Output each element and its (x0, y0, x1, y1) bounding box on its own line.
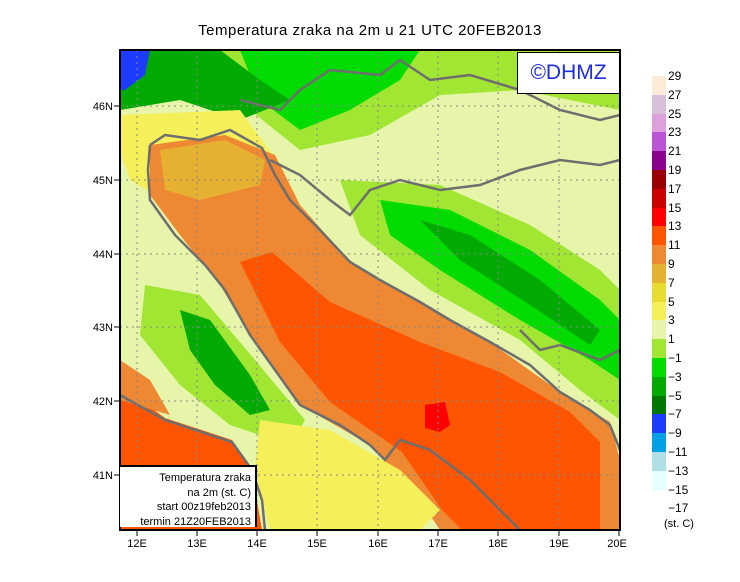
italy-apennine-darker (180, 310, 270, 415)
coastlines (120, 58, 620, 530)
legend-label: −5 (668, 388, 682, 403)
info-line: Temperatura zraka (159, 472, 251, 484)
legend-label: 19 (668, 163, 682, 177)
legend-swatch (652, 470, 666, 491)
lon-tick: 14E (247, 538, 267, 550)
legend-label: 5 (668, 294, 675, 309)
legend-swatch (652, 226, 666, 246)
legend-label: −1 (668, 351, 682, 365)
legend-swatch (652, 282, 666, 303)
legend-swatch (652, 301, 666, 321)
sea-north-yellow (160, 140, 265, 200)
legend-label: −7 (668, 407, 682, 422)
legend-swatch (652, 94, 666, 115)
legend-swatch (652, 339, 666, 359)
legend-swatch (652, 151, 666, 171)
lon-tick: 17E (428, 538, 448, 550)
alps-blue-zone (120, 50, 150, 90)
sea-inner (240, 252, 600, 530)
lon-tick: 15E (307, 538, 327, 550)
legend-swatch (652, 207, 666, 227)
legend-label: −9 (668, 426, 682, 441)
legend-label: 7 (668, 275, 675, 290)
lon-tick: 18E (488, 538, 508, 550)
info-box: Temperatura zraka na 2m (st. C) start 00… (120, 465, 257, 528)
legend-label: 3 (668, 313, 675, 328)
lon-tick: 12E (127, 538, 147, 550)
lon-tick: 13E (187, 538, 207, 550)
legend-label: 25 (668, 106, 682, 121)
lon-tick: 20E (607, 538, 627, 550)
legend-label: 15 (668, 200, 682, 215)
legend-swatch (652, 170, 666, 190)
legend-swatch (652, 76, 666, 96)
graticule (120, 50, 620, 530)
legend-label: −13 (668, 463, 689, 478)
legend-label: 29 (668, 69, 682, 83)
legend-swatch (652, 264, 666, 284)
legend-swatch (652, 452, 666, 472)
map-title: Temperatura zraka na 2m u 21 UTC 20FEB20… (198, 22, 542, 39)
lat-tick: 42N (93, 396, 113, 408)
dhmz-watermark: ©DHMZ (517, 52, 620, 94)
lat-tick: 46N (93, 101, 113, 113)
legend-swatch (652, 245, 666, 265)
legend-label: −15 (668, 482, 689, 497)
legend-label: 27 (668, 87, 682, 102)
lat-tick: 44N (93, 249, 113, 261)
legend-swatch (652, 358, 666, 378)
italy-yellow-coast (255, 420, 440, 530)
north-dark-green (240, 50, 420, 130)
legend-label: −17 (668, 501, 689, 516)
axis-ticks (114, 105, 620, 536)
legend-label: 21 (668, 144, 682, 159)
lon-tick: 19E (549, 538, 569, 550)
legend-label: 9 (668, 257, 675, 271)
legend-swatch (652, 320, 666, 340)
legend-swatch (652, 188, 666, 209)
info-line: start 00z19feb2013 (156, 501, 251, 513)
map-frame (119, 49, 621, 531)
legend-swatch (652, 132, 666, 152)
info-line: termin 21Z20FEB2013 (140, 515, 251, 528)
balkan-darker-green (420, 220, 600, 345)
balkan-dark-green (380, 200, 620, 380)
legend-label: 11 (668, 238, 681, 253)
lon-tick: 16E (368, 538, 388, 550)
legend-label: 17 (668, 181, 682, 196)
legend-label: −11 (668, 445, 688, 459)
legend-unit: (st. C) (664, 518, 694, 530)
info-line: na 2m (st. C) (187, 486, 251, 499)
legend-label: 1 (668, 332, 675, 347)
legend-swatch (652, 395, 666, 415)
lat-tick: 45N (93, 175, 113, 187)
lat-tick: 41N (93, 470, 113, 482)
legend-label: 13 (668, 219, 682, 234)
legend-label: −3 (668, 369, 682, 384)
legend-label: 23 (668, 125, 682, 140)
legend-swatch (652, 433, 666, 453)
legend-swatch (652, 376, 666, 397)
lat-tick: 43N (93, 322, 113, 334)
legend-swatch (652, 414, 666, 434)
legend-swatch (652, 113, 666, 133)
